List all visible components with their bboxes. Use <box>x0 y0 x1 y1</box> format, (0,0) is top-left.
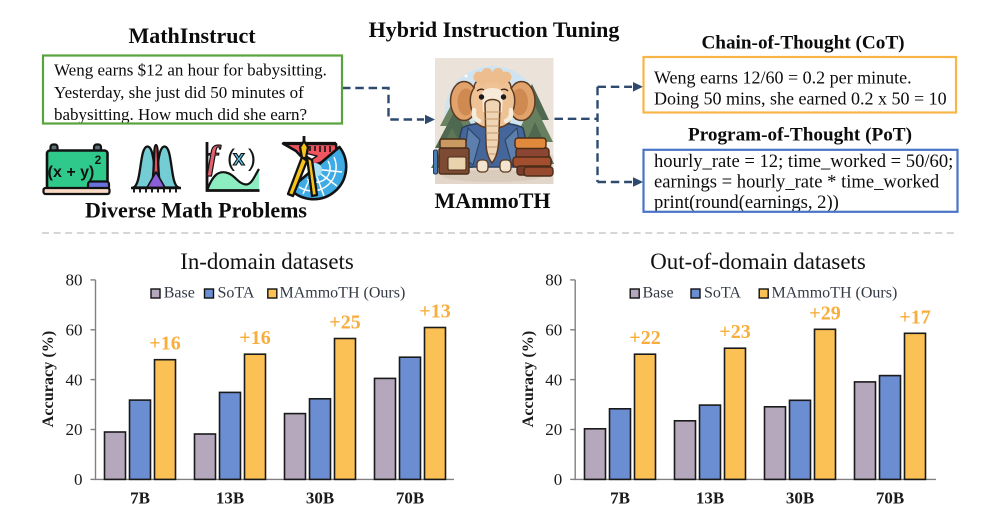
svg-text:x: x <box>233 147 245 170</box>
svg-text:20: 20 <box>545 420 562 439</box>
svg-text:+16: +16 <box>239 327 270 349</box>
svg-text:13B: 13B <box>696 489 724 508</box>
svg-text:40: 40 <box>545 370 562 389</box>
svg-text:(x + y): (x + y) <box>48 164 95 181</box>
svg-text:MAmmoTH (Ours): MAmmoTH (Ours) <box>280 285 406 302</box>
svg-text:Yesterday, she just did 50 min: Yesterday, she just did 50 minutes of <box>54 83 304 102</box>
svg-text:+16: +16 <box>149 333 180 355</box>
svg-text:70B: 70B <box>396 489 424 508</box>
svg-text:80: 80 <box>66 271 83 290</box>
svg-text:+17: +17 <box>899 306 930 328</box>
svg-text:MAmmoTH (Ours): MAmmoTH (Ours) <box>772 285 898 302</box>
svg-text:20: 20 <box>66 420 83 439</box>
svg-text:Base: Base <box>164 285 195 302</box>
svg-text:MathInstruct: MathInstruct <box>128 23 256 48</box>
svg-text:30B: 30B <box>786 489 814 508</box>
svg-text:Program-of-Thought (PoT): Program-of-Thought (PoT) <box>688 125 912 146</box>
svg-text:+23: +23 <box>719 321 750 343</box>
svg-text:30B: 30B <box>306 489 334 508</box>
svg-text:Diverse Math Problems: Diverse Math Problems <box>85 198 307 223</box>
svg-text:80: 80 <box>545 271 562 290</box>
svg-text:Accuracy (%): Accuracy (%) <box>39 331 57 428</box>
svg-text:0: 0 <box>554 470 563 489</box>
svg-text:f: f <box>207 140 222 177</box>
svg-text:Out-of-domain datasets: Out-of-domain datasets <box>650 249 866 274</box>
svg-text:SoTA: SoTA <box>704 285 741 302</box>
svg-text:Chain-of-Thought (CoT): Chain-of-Thought (CoT) <box>701 33 904 54</box>
svg-text:Hybrid Instruction Tuning: Hybrid Instruction Tuning <box>369 17 620 42</box>
svg-text:60: 60 <box>545 321 562 340</box>
svg-text:MAmmoTH: MAmmoTH <box>434 188 550 213</box>
svg-text:Weng earns $12 an hour for bab: Weng earns $12 an hour for babysitting. <box>54 60 327 79</box>
svg-text:Accuracy (%): Accuracy (%) <box>519 331 537 428</box>
svg-text:Doing 50 mins, she earned 0.2: Doing 50 mins, she earned 0.2 x 50 = 10 <box>654 89 947 109</box>
svg-text:hourly_rate = 12; time_worked: hourly_rate = 12; time_worked = 50/60; <box>654 151 953 172</box>
svg-text:earnings = hourly_rate * time_: earnings = hourly_rate * time_worked <box>654 172 940 193</box>
svg-text:In-domain datasets: In-domain datasets <box>180 249 354 274</box>
svg-text:): ) <box>248 145 256 172</box>
svg-text:2: 2 <box>95 153 102 167</box>
svg-text:Base: Base <box>643 285 674 302</box>
svg-text:+25: +25 <box>329 312 360 334</box>
svg-text:print(round(earnings, 2)): print(round(earnings, 2)) <box>654 192 839 213</box>
svg-text:(: ( <box>227 145 235 172</box>
svg-text:babysitting. How much did she: babysitting. How much did she earn? <box>54 105 307 124</box>
svg-text:+29: +29 <box>809 302 840 324</box>
svg-text:SoTA: SoTA <box>218 285 255 302</box>
svg-text:+22: +22 <box>629 327 660 349</box>
svg-text:13B: 13B <box>216 489 244 508</box>
svg-text:+13: +13 <box>419 301 450 323</box>
svg-text:Weng earns 12/60 = 0.2 per min: Weng earns 12/60 = 0.2 per minute. <box>654 68 912 88</box>
svg-text:70B: 70B <box>876 489 904 508</box>
svg-text:7B: 7B <box>130 489 150 508</box>
svg-text:40: 40 <box>66 370 83 389</box>
svg-text:60: 60 <box>66 321 83 340</box>
svg-text:7B: 7B <box>610 489 630 508</box>
svg-text:0: 0 <box>74 470 83 489</box>
